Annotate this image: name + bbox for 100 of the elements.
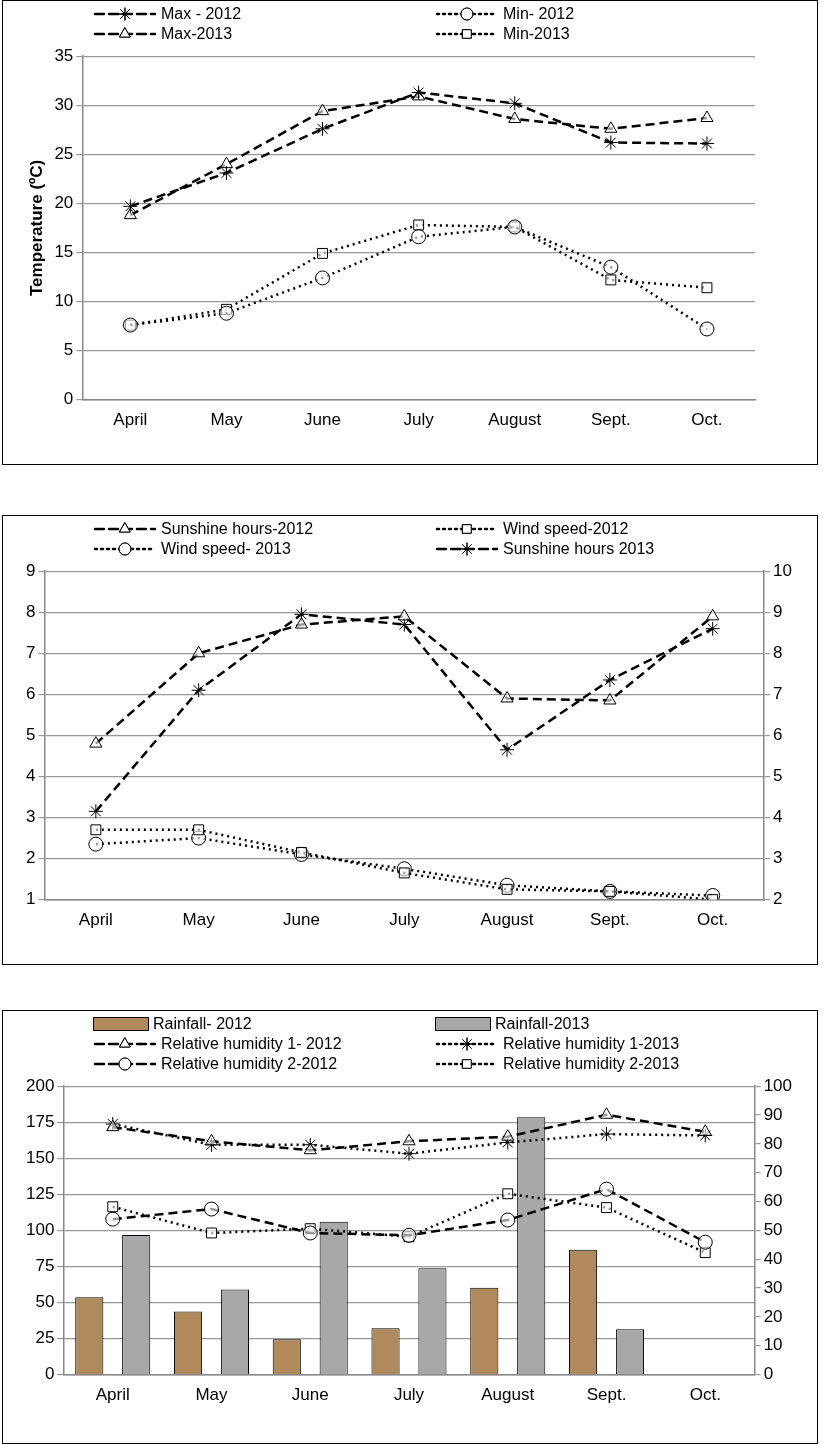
y-tick-label: 20 <box>54 193 74 213</box>
x-tick-label: July <box>389 910 420 930</box>
point <box>603 259 619 275</box>
y-tick-label: 25 <box>35 1328 55 1348</box>
point <box>500 1212 516 1228</box>
point <box>204 1133 219 1146</box>
point <box>500 690 514 703</box>
point <box>500 1134 516 1150</box>
x-tick-label: Sept. <box>590 910 630 930</box>
y-tick-label: 9 <box>25 560 36 580</box>
point <box>302 1225 318 1241</box>
point <box>502 1188 514 1200</box>
x-tick-label: April <box>113 410 148 430</box>
legend-label: Wind speed-2012 <box>503 520 629 538</box>
point <box>293 606 309 622</box>
point <box>203 1137 219 1153</box>
y2-tick-label: 20 <box>763 1306 783 1326</box>
point <box>508 111 522 123</box>
y2-tick-label: 2 <box>773 889 783 909</box>
y2-tick-label: 60 <box>763 1191 783 1211</box>
y-tick-label: 5 <box>63 340 74 360</box>
y-tick-label: 50 <box>35 1292 55 1312</box>
point <box>698 1124 712 1136</box>
point <box>89 736 103 748</box>
x-tick-label: July <box>403 410 435 430</box>
x-tick-label: Oct. <box>691 410 723 430</box>
point <box>413 219 425 231</box>
point <box>402 1133 416 1146</box>
x-tick-label: May <box>182 910 216 930</box>
point <box>706 608 720 621</box>
y-tick-label: 0 <box>44 1364 55 1384</box>
point <box>294 617 309 629</box>
x-tick-label: June <box>291 1385 329 1405</box>
legend-label: Relative humidity 1-2013 <box>503 1035 680 1053</box>
point <box>697 1128 713 1144</box>
y-tick-label: 100 <box>25 1220 55 1240</box>
x-tick-label: May <box>210 410 244 430</box>
point <box>401 1227 417 1243</box>
y-tick-label: 75 <box>35 1256 55 1276</box>
y2-tick-label: 4 <box>773 807 783 827</box>
point <box>396 617 412 633</box>
point <box>411 229 427 245</box>
legend-label: Sunshine hours 2013 <box>503 540 655 558</box>
y2-tick-label: 8 <box>773 642 783 662</box>
x-tick-label: April <box>95 1385 130 1405</box>
point <box>123 207 137 220</box>
y-tick-label: 7 <box>25 642 36 662</box>
y-tick-label: 1 <box>25 889 36 909</box>
point <box>602 672 618 688</box>
y2-tick-label: 50 <box>763 1220 783 1240</box>
y-tick-label: 15 <box>54 242 74 262</box>
point <box>701 282 713 294</box>
point <box>206 1227 217 1239</box>
point <box>507 95 523 111</box>
legend-label: Min-2013 <box>503 25 570 43</box>
legend-label: Relative humidity 2-2013 <box>503 1055 680 1073</box>
x-tick-label: May <box>195 1385 229 1405</box>
legend-label: Max-2013 <box>161 25 233 43</box>
x-tick-label: Oct. <box>697 910 729 930</box>
point <box>605 274 617 286</box>
x-tick-label: August <box>480 910 534 930</box>
point <box>599 1126 615 1142</box>
point <box>122 198 138 214</box>
y-tick-label: 2 <box>25 848 36 868</box>
point <box>315 270 331 286</box>
y-tick-label: 175 <box>25 1111 55 1131</box>
point <box>315 103 330 116</box>
point <box>700 110 714 123</box>
x-tick-label: July <box>393 1385 425 1405</box>
point <box>599 1181 615 1197</box>
point <box>105 1211 121 1227</box>
x-tick-label: Oct. <box>689 1385 721 1405</box>
y2-tick-label: 6 <box>773 725 783 745</box>
legend-label: Rainfall-2013 <box>495 1015 590 1033</box>
y2-tick-label: 5 <box>773 766 783 786</box>
y2-tick-label: 9 <box>773 601 783 621</box>
y-tick-label: 200 <box>25 1075 55 1095</box>
point <box>191 682 207 698</box>
y2-tick-label: 70 <box>763 1162 783 1182</box>
y-tick-label: 10 <box>54 291 74 311</box>
point <box>501 1129 515 1141</box>
y2-tick-label: 100 <box>763 1075 793 1095</box>
y2-tick-label: 0 <box>763 1364 774 1384</box>
legend-label: Relative humidity 2-2012 <box>161 1055 338 1073</box>
y2-tick-label: 30 <box>763 1277 783 1297</box>
y-axis-title: Temperature (ºC) <box>26 159 46 297</box>
point <box>303 1142 317 1155</box>
x-tick-label: June <box>283 910 320 930</box>
legend-label: Wind speed- 2013 <box>161 540 291 558</box>
y-tick-label: 125 <box>25 1184 55 1204</box>
point <box>203 1201 219 1217</box>
x-tick-label: August <box>481 1385 535 1405</box>
y-tick-label: 150 <box>25 1147 55 1167</box>
x-tick-label: June <box>304 410 341 430</box>
legend-label: Rainfall- 2012 <box>153 1015 252 1033</box>
y2-tick-label: 90 <box>763 1104 783 1124</box>
point <box>697 1234 713 1250</box>
legend-label: Min- 2012 <box>503 5 575 23</box>
x-tick-label: Sept. <box>586 1385 627 1405</box>
point <box>107 1201 119 1213</box>
